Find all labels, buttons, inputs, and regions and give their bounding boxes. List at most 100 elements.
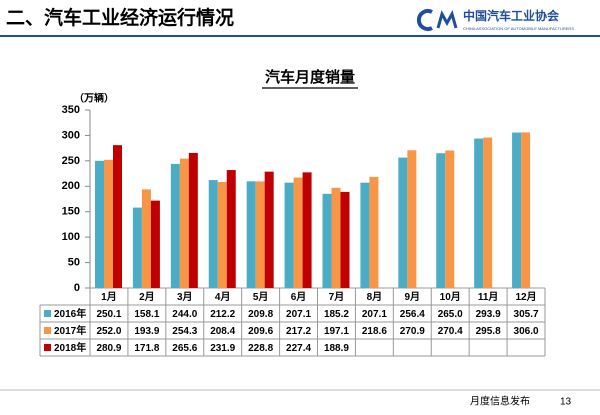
slide-title: 二、汽车工业经济运行情况 bbox=[6, 6, 234, 29]
table-cell: 244.0 bbox=[172, 309, 197, 320]
table-cell: 209.6 bbox=[248, 326, 273, 337]
table-cell: 228.8 bbox=[248, 343, 273, 354]
table-cell: 305.7 bbox=[514, 309, 539, 320]
footer-text: 月度信息发布 bbox=[470, 395, 530, 408]
table-cell: 280.9 bbox=[96, 343, 121, 354]
table-cell: 217.2 bbox=[286, 326, 311, 337]
legend-swatch bbox=[44, 344, 51, 351]
legend-label: 2018年 bbox=[54, 341, 86, 354]
table-cell: 212.2 bbox=[210, 309, 235, 320]
logo-subtext: CHINA ASSOCIATION OF AUTOMOBILE MANUFACT… bbox=[463, 26, 574, 31]
x-tick-label: 9月 bbox=[405, 291, 421, 303]
table-cell: 250.1 bbox=[96, 309, 121, 320]
bar bbox=[141, 189, 151, 288]
table-cell: 293.9 bbox=[476, 309, 501, 320]
table-cell: 208.4 bbox=[210, 326, 235, 337]
table-cell: 207.1 bbox=[286, 309, 311, 320]
y-tick-label: 0 bbox=[74, 282, 80, 294]
table-cell: 197.1 bbox=[324, 326, 349, 337]
bar bbox=[226, 170, 236, 288]
logo-mark bbox=[416, 9, 433, 31]
table-cell: 207.1 bbox=[362, 309, 387, 320]
table-cell: 171.8 bbox=[134, 343, 159, 354]
bar bbox=[264, 171, 274, 288]
legend-swatch bbox=[44, 310, 51, 317]
logo: 中国汽车工业协会 CHINA ASSOCIATION OF AUTOMOBILE… bbox=[416, 8, 574, 31]
bar bbox=[512, 132, 522, 288]
table-cell: 185.2 bbox=[324, 309, 349, 320]
bar bbox=[436, 153, 446, 288]
table-cell: 270.4 bbox=[438, 326, 463, 337]
table-cell: 270.9 bbox=[400, 326, 425, 337]
table-cell: 265.0 bbox=[438, 309, 463, 320]
x-tick-label: 1月 bbox=[101, 291, 117, 303]
bar bbox=[113, 145, 122, 288]
bar bbox=[474, 138, 484, 288]
table-cell: 254.3 bbox=[172, 326, 197, 337]
table-cell: 231.9 bbox=[210, 343, 235, 354]
bar bbox=[179, 158, 189, 288]
bar bbox=[188, 152, 198, 288]
y-axis-label: （万辆） bbox=[74, 92, 114, 105]
bar bbox=[445, 150, 455, 288]
bar bbox=[331, 187, 341, 288]
table-cell: 193.9 bbox=[134, 326, 159, 337]
x-tick-label: 6月 bbox=[291, 291, 307, 303]
legend-label: 2016年 bbox=[54, 307, 86, 320]
table-cell: 218.6 bbox=[362, 326, 387, 337]
x-tick-label: 11月 bbox=[478, 291, 499, 303]
chart-title: 汽车月度销量 bbox=[265, 68, 355, 86]
bar bbox=[150, 200, 160, 288]
table-cell: 188.9 bbox=[324, 343, 349, 354]
bar bbox=[246, 181, 256, 288]
bar bbox=[322, 193, 332, 288]
table-cell: 252.0 bbox=[96, 326, 121, 337]
x-tick-label: 4月 bbox=[215, 291, 231, 303]
logo-mark bbox=[436, 10, 458, 29]
table-cell: 265.6 bbox=[172, 343, 197, 354]
table-cell: 209.8 bbox=[248, 309, 273, 320]
x-tick-label: 7月 bbox=[329, 291, 345, 303]
bar bbox=[208, 180, 218, 288]
x-tick-label: 12月 bbox=[515, 291, 536, 303]
table-cell: 306.0 bbox=[514, 326, 539, 337]
bar bbox=[340, 191, 350, 288]
table-cell: 227.4 bbox=[286, 343, 311, 354]
bar bbox=[132, 207, 142, 288]
bar bbox=[369, 176, 379, 288]
x-tick-label: 3月 bbox=[177, 291, 193, 303]
bar bbox=[217, 182, 227, 288]
bar bbox=[170, 163, 180, 288]
logo-text: 中国汽车工业协会 bbox=[463, 8, 560, 23]
bar bbox=[407, 150, 417, 288]
y-tick-label: 150 bbox=[62, 206, 80, 218]
y-tick-label: 50 bbox=[68, 256, 80, 268]
y-tick-label: 100 bbox=[62, 231, 80, 243]
x-tick-label: 2月 bbox=[139, 291, 155, 303]
bar bbox=[398, 157, 408, 288]
bar bbox=[360, 182, 370, 288]
x-tick-label: 5月 bbox=[253, 291, 269, 303]
bar bbox=[284, 182, 294, 288]
bar bbox=[483, 137, 493, 288]
bar bbox=[521, 132, 531, 288]
y-tick-label: 200 bbox=[62, 180, 80, 192]
legend-label: 2017年 bbox=[54, 324, 86, 337]
legend-swatch bbox=[44, 327, 51, 334]
x-tick-label: 8月 bbox=[367, 291, 383, 303]
table-cell: 295.8 bbox=[476, 326, 501, 337]
y-tick-label: 250 bbox=[62, 155, 80, 167]
table-cell: 256.4 bbox=[400, 309, 425, 320]
bar bbox=[95, 160, 104, 288]
x-tick-label: 10月 bbox=[440, 291, 461, 303]
y-tick-label: 350 bbox=[62, 104, 80, 116]
table-cell: 158.1 bbox=[134, 309, 159, 320]
bar bbox=[293, 177, 303, 288]
y-tick-label: 300 bbox=[62, 129, 80, 141]
bar bbox=[302, 172, 312, 288]
bar bbox=[255, 181, 265, 288]
bar bbox=[104, 159, 113, 288]
page-number: 13 bbox=[560, 397, 572, 408]
